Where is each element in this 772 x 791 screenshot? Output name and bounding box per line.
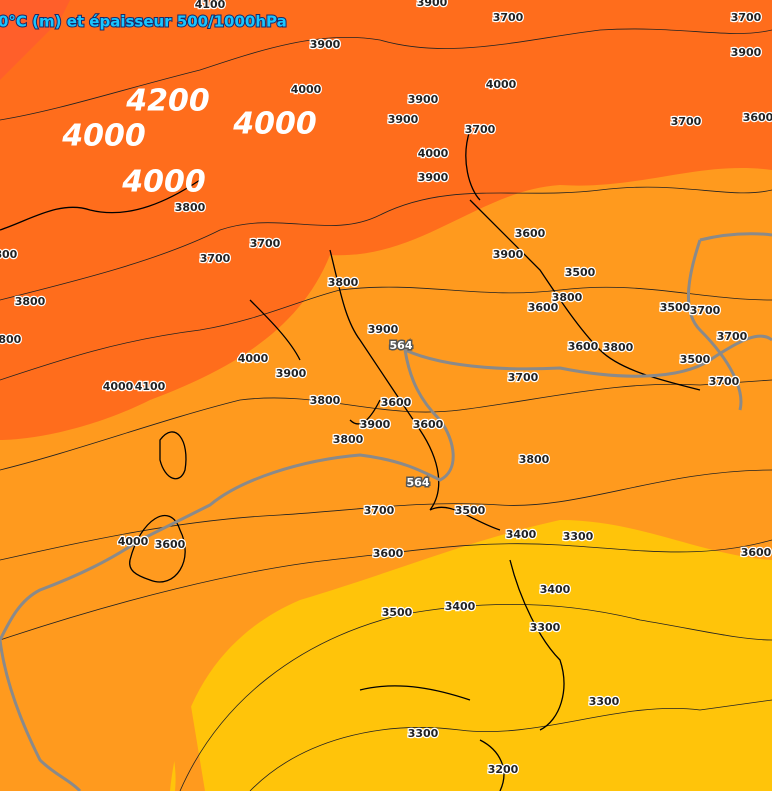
contour-label: 3900 [408, 93, 439, 106]
thickness-label: 564 [407, 476, 430, 489]
contour-label: 3900 [493, 248, 524, 261]
island [129, 515, 186, 583]
zone-orange-edge [168, 700, 205, 791]
contour-label: 3700 [731, 11, 762, 24]
contour-label: 3700 [508, 371, 539, 384]
contour-label: 3300 [589, 695, 620, 708]
map-title: 0°C (m) et épaisseur 500/1000hPa [0, 13, 287, 31]
contour-label: 3500 [680, 353, 711, 366]
highlight-label: 4000 [61, 119, 146, 154]
contour-label: 3900 [368, 323, 399, 336]
contour-label: 3900 [388, 113, 419, 126]
highlight-label: 4000 [232, 107, 317, 142]
coastlines [0, 129, 701, 791]
contour-line [249, 699, 772, 791]
contour-label: 3700 [200, 252, 231, 265]
contour-label: 3200 [488, 763, 519, 776]
contour-label: 3900 [731, 46, 762, 59]
contour-label: 3400 [506, 528, 537, 541]
contour-label: 3700 [717, 330, 748, 343]
zone-red-dark [0, 0, 70, 80]
contour-line [0, 379, 772, 471]
contour-label: 3600 [528, 301, 559, 314]
contour-label: 3800 [15, 295, 46, 308]
contour-label: 3500 [455, 504, 486, 517]
contour-label: 3400 [445, 600, 476, 613]
contour-label: 3800 [603, 341, 634, 354]
contour-label: 3700 [690, 304, 721, 317]
coastline [359, 559, 565, 791]
contour-label: 3300 [563, 530, 594, 543]
contour-label: 3800 [328, 276, 359, 289]
contour-label: 3600 [155, 538, 186, 551]
zone-yellow [170, 520, 772, 791]
thickness-label: 564 [390, 339, 413, 352]
contour-label: 3800 [519, 453, 550, 466]
coastline [465, 129, 701, 391]
contour-label: 3800 [0, 248, 18, 261]
contour-label: 4000 [291, 83, 322, 96]
contour-label: 3700 [709, 375, 740, 388]
contour-label: 4100 [195, 0, 226, 11]
contour-label: 3700 [493, 11, 524, 24]
contour-label: 3800 [310, 394, 341, 407]
contour-label: 3700 [250, 237, 281, 250]
contour-label: 4000 [238, 352, 269, 365]
contour-label: 3400 [540, 583, 571, 596]
contour-line [0, 539, 772, 641]
thickness-564-line [0, 232, 772, 791]
contour-label: 3800 [0, 333, 22, 346]
contour-label: 3300 [530, 621, 561, 634]
island [159, 431, 187, 480]
contour-line [0, 469, 772, 561]
contour-label: 3800 [552, 291, 583, 304]
contour-label: 3600 [568, 340, 599, 353]
contour-label: 3600 [743, 111, 772, 124]
contour-label: 3600 [515, 227, 546, 240]
contour-label: 3600 [381, 396, 412, 409]
contour-line [179, 603, 772, 791]
coastline [0, 179, 301, 361]
coastline [329, 249, 501, 531]
contour-label: 3500 [660, 301, 691, 314]
contour-label: 3700 [671, 115, 702, 128]
contour-label: 3300 [408, 727, 439, 740]
contour-label: 3900 [418, 171, 449, 184]
contour-label: 3500 [565, 266, 596, 279]
contour-label: 3900 [310, 38, 341, 51]
contour-label: 3900 [360, 418, 391, 431]
contour-label: 3500 [382, 606, 413, 619]
contour-label: 3800 [175, 201, 206, 214]
contour-label: 4100 [135, 380, 166, 393]
contour-label: 4000 [486, 78, 517, 91]
contour-label: 4000 [418, 147, 449, 160]
contour-line [0, 28, 772, 121]
contour-label: 3600 [413, 418, 444, 431]
highlight-label: 4200 [125, 84, 210, 119]
contour-label: 4000 [118, 535, 149, 548]
highlight-label: 4000 [121, 165, 206, 200]
contour-line [0, 186, 772, 301]
contour-label: 4000 [103, 380, 134, 393]
contour-label: 3900 [276, 367, 307, 380]
contour-label: 3600 [373, 547, 404, 560]
contour-label: 3700 [465, 123, 496, 136]
contour-label: 3600 [741, 546, 772, 559]
contour-label: 3800 [333, 433, 364, 446]
contour-label: 3900 [417, 0, 448, 9]
contour-label: 3700 [364, 504, 395, 517]
zone-red [0, 0, 772, 440]
